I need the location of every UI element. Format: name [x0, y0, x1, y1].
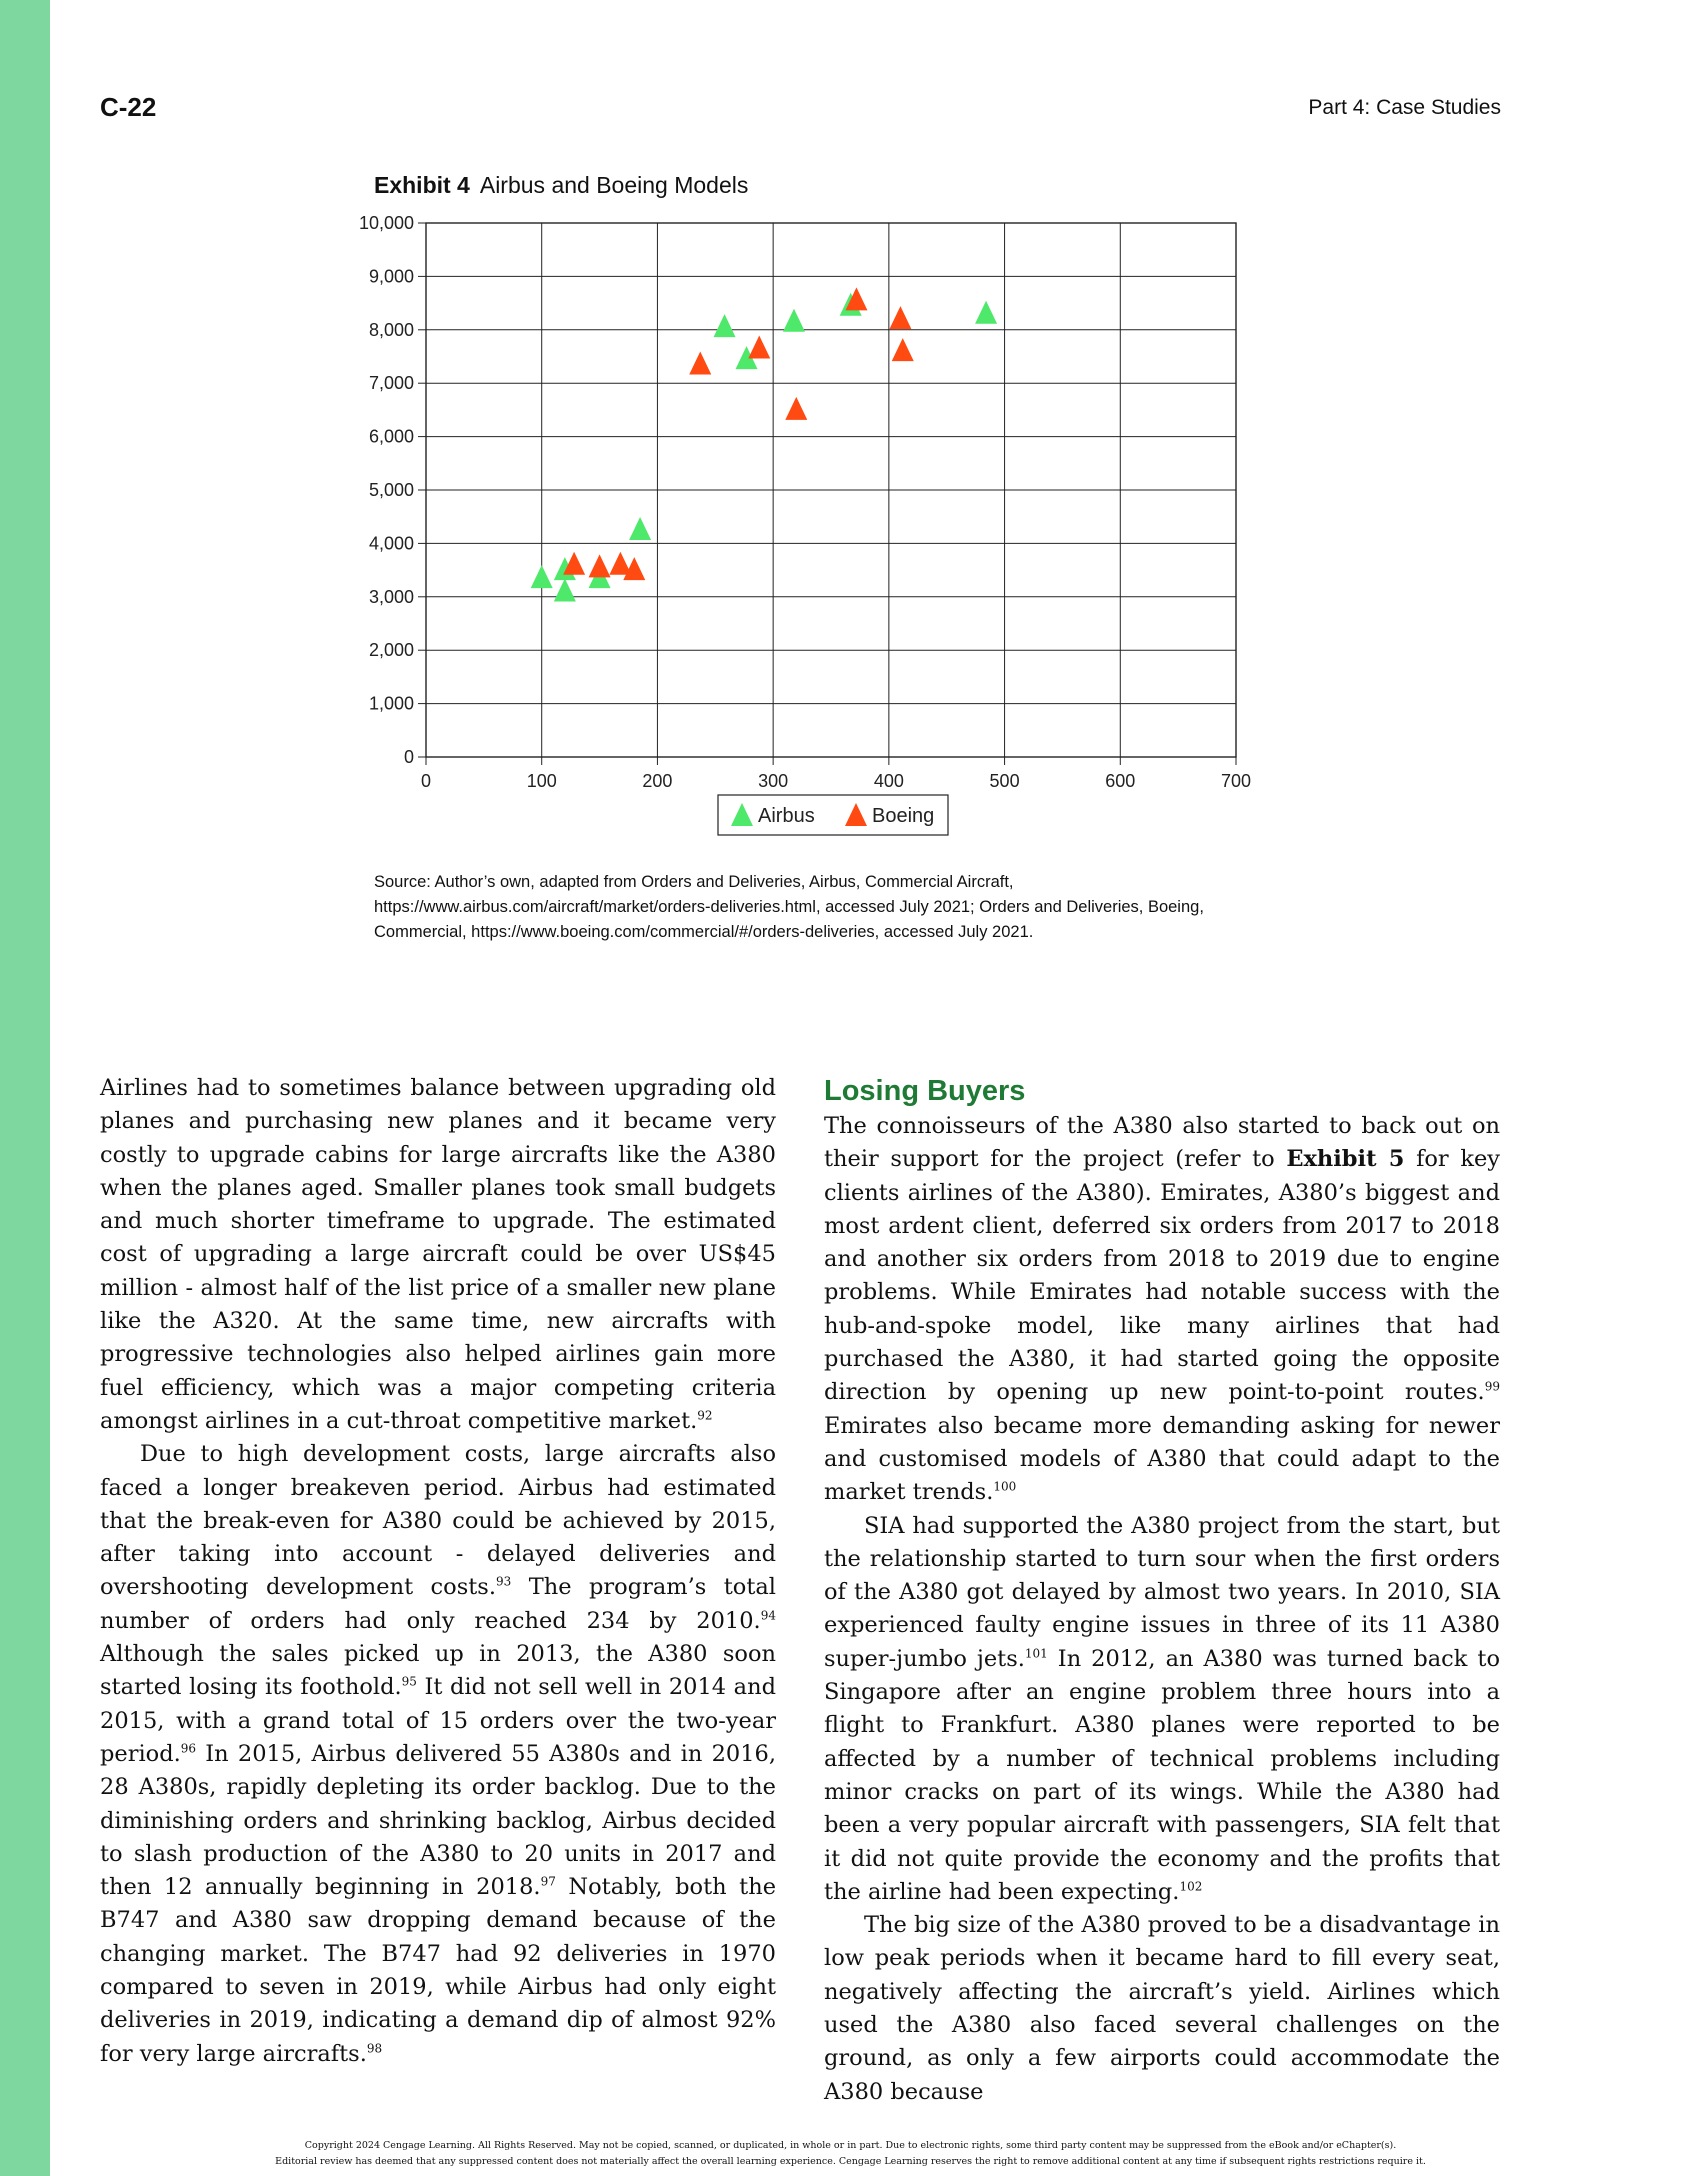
- x-tick-label: 600: [1105, 771, 1135, 791]
- exhibit-caption: Exhibit 4 Airbus and Boeing Models: [374, 172, 748, 199]
- airbus-legend-label: Airbus: [758, 805, 815, 827]
- boeing-legend-marker: [845, 803, 867, 826]
- right-column: Losing Buyers The connoisseurs of the A3…: [824, 1074, 1500, 2109]
- footnote-ref[interactable]: 94: [760, 1608, 776, 1623]
- exhibit-reference: Exhibit 5: [1286, 1146, 1405, 1173]
- footnote-ref[interactable]: 99: [1484, 1379, 1500, 1394]
- airbus-point: [629, 517, 652, 541]
- running-head: Part 4: Case Studies: [1308, 96, 1501, 119]
- paragraph: SIA had supported the A380 project from …: [824, 1512, 1501, 1905]
- side-color-bar: [0, 0, 50, 2176]
- y-tick-label: 5,000: [369, 480, 414, 500]
- boeing-point: [891, 338, 914, 362]
- boeing-point: [563, 551, 586, 575]
- airbus-point: [735, 346, 758, 370]
- copyright-line-2: Editorial review has deemed that any sup…: [275, 2156, 1426, 2167]
- y-tick-label: 7,000: [369, 373, 414, 393]
- x-tick-label: 500: [990, 771, 1020, 791]
- x-tick-label: 100: [527, 771, 557, 791]
- x-tick-label: 700: [1221, 771, 1251, 791]
- legend-box: [717, 794, 949, 836]
- boeing-point: [588, 554, 611, 578]
- source-note: Source: Author’s own, adapted from Order…: [374, 873, 1204, 941]
- y-tick-label: 6,000: [369, 427, 414, 447]
- boeing-point: [609, 551, 632, 575]
- boeing-legend-label: Boeing: [872, 805, 934, 827]
- x-tick-label: 200: [642, 771, 672, 791]
- boeing-point: [623, 557, 646, 581]
- boeing-point: [785, 396, 808, 420]
- airbus-point: [553, 578, 576, 602]
- footnote-ref[interactable]: 97: [540, 1874, 556, 1889]
- boeing-point: [689, 351, 712, 375]
- airbus-point: [530, 565, 553, 589]
- footnote-ref[interactable]: 92: [697, 1408, 713, 1423]
- boeing-point: [889, 306, 912, 330]
- left-column: Airlines had to sometimes balance betwee…: [100, 1072, 776, 2071]
- scatter-chart: 0 1,000 2,000 3,000 4,000 5,000 6,000 7,000 8,00…: [359, 213, 1251, 836]
- page-number: C-22: [100, 92, 157, 122]
- footnote-ref[interactable]: 102: [1179, 1879, 1203, 1894]
- airbus-legend-marker: [731, 803, 753, 826]
- exhibit-title: Airbus and Boeing Models: [479, 172, 749, 198]
- x-tick-label: 400: [874, 771, 904, 791]
- footnote-ref[interactable]: 96: [180, 1741, 197, 1756]
- airbus-point: [713, 314, 736, 338]
- boeing-point: [845, 287, 868, 311]
- y-tick-label: 3,000: [369, 587, 414, 607]
- paragraph: Due to high development costs, large air…: [100, 1441, 777, 2067]
- section-heading: Losing Buyers: [824, 1075, 1026, 1107]
- y-tick-label: 1,000: [369, 694, 414, 714]
- y-tick-label: 8,000: [369, 320, 414, 340]
- airbus-point: [782, 308, 805, 332]
- y-tick-label: 4,000: [369, 533, 414, 553]
- airbus-point: [975, 300, 998, 324]
- y-tick-label: 10,000: [359, 213, 414, 233]
- paragraph: The connoisseurs of the A380 also starte…: [824, 1113, 1500, 1506]
- footnote-ref[interactable]: 101: [1024, 1646, 1048, 1661]
- exhibit-label: Exhibit 4: [374, 172, 470, 198]
- footnote-ref[interactable]: 93: [496, 1574, 512, 1589]
- x-tick-label: 300: [758, 771, 788, 791]
- footnote-ref[interactable]: 100: [993, 1479, 1017, 1494]
- x-tick-label: 0: [421, 771, 431, 791]
- copyright-line-1: Copyright 2024 Cengage Learning. All Rig…: [304, 2140, 1397, 2151]
- y-tick-label: 2,000: [369, 640, 414, 660]
- plot-frame: [425, 222, 1237, 758]
- paragraph: The big size of the A380 proved to be a …: [824, 1912, 1500, 2105]
- y-tick-label: 9,000: [369, 266, 414, 286]
- footnote-ref[interactable]: 98: [366, 2041, 383, 2056]
- y-tick-label: 0: [404, 747, 414, 767]
- paragraph: Airlines had to sometimes balance betwee…: [100, 1075, 776, 1434]
- boeing-point: [748, 335, 771, 359]
- footnote-ref[interactable]: 95: [401, 1674, 417, 1689]
